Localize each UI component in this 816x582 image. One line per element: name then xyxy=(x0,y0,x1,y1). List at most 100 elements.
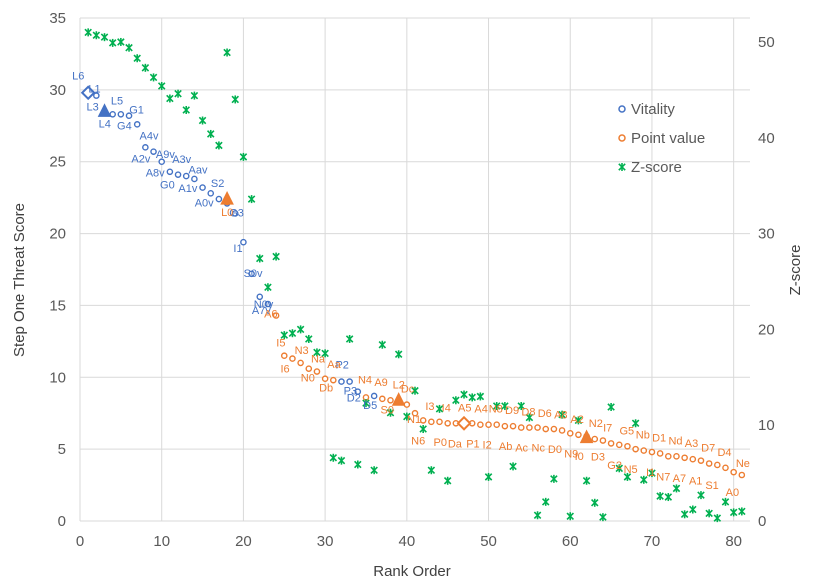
vitality-point-label: N0v xyxy=(254,299,274,311)
point-value-point xyxy=(575,431,582,439)
legend-vitality-marker xyxy=(618,105,626,113)
y2-tick-label: 10 xyxy=(758,417,775,434)
vitality-point xyxy=(166,168,174,176)
zscore-point xyxy=(108,38,117,47)
y-tick-label: 15 xyxy=(49,297,66,314)
point-value-point xyxy=(534,424,541,431)
zscore-point xyxy=(296,325,305,334)
zscore-point xyxy=(631,419,640,428)
zscore-point xyxy=(149,73,158,82)
zscore-point xyxy=(84,28,92,37)
point-value-point-label: D7 xyxy=(701,443,715,455)
point-value-point xyxy=(419,417,427,424)
vitality-point-label: A1v xyxy=(178,183,197,195)
zscore-point xyxy=(329,453,338,462)
point-value-point-label: D4 xyxy=(717,447,731,459)
zscore-point xyxy=(133,54,141,63)
y2-tick-label: 0 xyxy=(758,513,766,530)
vitality-point-label: L1 xyxy=(88,84,100,96)
vitality-point xyxy=(199,184,206,191)
zscore-point xyxy=(157,82,166,91)
point-value-point-label: I7 xyxy=(603,422,612,434)
x-tick-label: 50 xyxy=(480,533,497,550)
point-value-point xyxy=(648,448,656,456)
vitality-point-label: A3v xyxy=(172,154,191,166)
point-value-point-label: D1 xyxy=(652,432,666,444)
vitality-point xyxy=(240,238,247,246)
point-value-point-label: Ac xyxy=(515,443,528,455)
point-value-point xyxy=(714,461,721,469)
point-value-point xyxy=(436,418,443,426)
vitality-point-label: P2 xyxy=(335,360,348,372)
zscore-point xyxy=(680,510,689,519)
zscore-point xyxy=(550,474,558,483)
vitality-point-label: L5 xyxy=(111,95,123,107)
point-value-point xyxy=(329,376,337,384)
point-value-point-label: G5 xyxy=(619,425,634,437)
y2-tick-label: 50 xyxy=(758,34,775,51)
zscore-point xyxy=(182,105,190,114)
point-value-point xyxy=(305,365,313,372)
x-tick-label: 30 xyxy=(317,533,334,550)
zscore-point xyxy=(476,392,485,401)
point-value-point xyxy=(615,441,623,449)
point-value-point xyxy=(673,453,680,460)
point-value-point-label: A2 xyxy=(570,414,583,426)
point-value-point-label: I2 xyxy=(483,440,492,452)
data-series xyxy=(80,28,746,523)
point-value-point xyxy=(526,424,533,431)
zscore-point xyxy=(484,472,493,481)
point-value-point xyxy=(550,425,558,433)
zscore-point xyxy=(427,466,436,475)
point-value-point-label: N6 xyxy=(411,435,425,447)
zscore-point xyxy=(100,33,109,42)
point-value-point xyxy=(272,312,280,319)
vitality-point xyxy=(207,190,215,197)
point-value-point-label: A0 xyxy=(726,487,739,499)
zscore-point xyxy=(231,95,240,104)
point-value-point-label: I6 xyxy=(280,364,289,376)
point-value-point-label: A3 xyxy=(685,438,698,450)
point-value-point xyxy=(501,422,509,430)
point-value-point xyxy=(722,464,729,472)
x-tick-label: 70 xyxy=(644,533,661,550)
point-value-point-label: S1 xyxy=(705,480,718,492)
vitality-point xyxy=(150,148,157,155)
zscore-point xyxy=(305,334,313,343)
zscore-point xyxy=(247,195,256,204)
point-value-point-label: N3 xyxy=(295,345,309,357)
y-tick-label: 30 xyxy=(49,82,66,99)
zscore-point xyxy=(533,511,542,520)
y2-tick-label: 20 xyxy=(758,321,775,338)
legend-label: Z-score xyxy=(631,159,682,176)
zscore-point xyxy=(394,350,403,359)
zscore-point xyxy=(656,492,664,501)
point-value-point xyxy=(517,424,525,431)
point-value-point-label: A9 xyxy=(374,377,387,389)
legend: Vitality Point value Z-score xyxy=(618,101,705,176)
point-value-point xyxy=(656,450,664,457)
zscore-point xyxy=(664,493,673,502)
zscore-point xyxy=(321,349,329,358)
vitality-point xyxy=(264,300,272,308)
y-tick-label: 20 xyxy=(49,226,66,243)
point-value-point-label: Aa xyxy=(327,359,341,371)
y2-axis-title: Z-score xyxy=(787,245,804,296)
point-value-point xyxy=(591,435,599,443)
zscore-point xyxy=(419,425,427,434)
point-value-triangle-marker xyxy=(579,429,594,444)
zscore-point xyxy=(460,390,468,399)
point-value-point-label: A5 xyxy=(458,402,471,414)
point-value-point xyxy=(640,447,648,454)
point-value-point-label: A8 xyxy=(554,409,567,421)
point-value-point-label: Nc xyxy=(532,443,546,455)
zscore-point xyxy=(574,416,583,425)
vitality-point xyxy=(346,378,353,385)
vitality-point-label: I1 xyxy=(233,243,242,255)
point-value-point xyxy=(599,437,607,444)
vitality-point xyxy=(231,210,239,217)
zscore-point xyxy=(443,476,452,485)
point-value-point-label: N1 xyxy=(407,414,421,426)
